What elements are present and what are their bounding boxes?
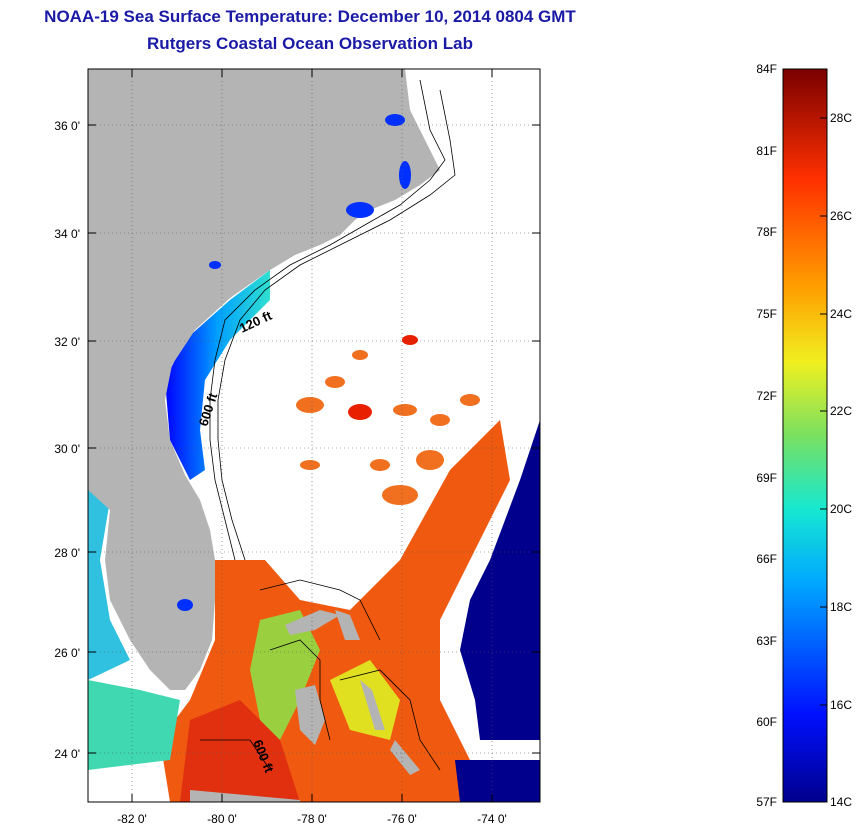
warm-patches — [296, 335, 480, 505]
colorbar-label-26c: 26C — [830, 209, 852, 223]
colorbar-label-60f: 60F — [756, 715, 777, 729]
florida-west-coast-water — [88, 490, 130, 680]
colorbar-label-24c: 24C — [830, 307, 852, 321]
map-panel: 120 ft 600 ft 600 ft — [88, 69, 540, 802]
lat-label-24: 24 0' — [54, 747, 80, 761]
colorbar-ticks — [820, 117, 827, 706]
latitude-labels: 36 0' 34 0' 32 0' 30 0' 28 0' 26 0' 24 0… — [54, 119, 80, 761]
map-subtitle: Rutgers Coastal Ocean Observation Lab — [147, 34, 473, 53]
colorbar-label-57f: 57F — [756, 795, 777, 809]
colorbar-label-20c: 20C — [830, 502, 852, 516]
colorbar-label-78f: 78F — [756, 225, 777, 239]
map-frame — [87, 68, 541, 803]
bank-water-yellow — [330, 660, 400, 740]
longitude-labels: -82 0' -80 0' -78 0' -76 0' -74 0' — [117, 812, 507, 826]
coastal-cold-band — [165, 270, 270, 480]
lat-label-32: 32 0' — [54, 335, 80, 349]
lon-label-80: -80 0' — [207, 812, 237, 826]
cuba-land — [190, 790, 300, 802]
colorbar-label-14c: 14C — [830, 795, 852, 809]
colorbar-label-28c: 28C — [830, 111, 852, 125]
us-land — [88, 69, 440, 690]
cold-ocean-south — [455, 760, 540, 802]
exuma-island — [390, 740, 420, 775]
colorbar-label-16c: 16C — [830, 698, 852, 712]
colorbar — [782, 68, 828, 803]
lat-label-34: 34 0' — [54, 227, 80, 241]
colorbar-label-63f: 63F — [756, 634, 777, 648]
lon-label-78: -78 0' — [297, 812, 327, 826]
map-ticks — [88, 69, 540, 802]
eleuthera-island — [360, 680, 385, 730]
colorbar-f-labels: 84F 81F 78F 75F 72F 69F 66F 63F 60F 57F — [756, 62, 777, 809]
lon-label-76: -76 0' — [387, 812, 417, 826]
lat-label-28: 28 0' — [54, 546, 80, 560]
andros-island — [295, 685, 325, 745]
grand-bahama-island — [285, 610, 340, 635]
lat-label-26: 26 0' — [54, 646, 80, 660]
gulf-stream-warm-water — [160, 420, 510, 802]
colorbar-label-22c: 22C — [830, 404, 852, 418]
bathymetry-contours — [200, 79, 456, 771]
abaco-island — [335, 610, 360, 640]
colorbar-label-18c: 18C — [830, 600, 852, 614]
colorbar-label-75f: 75F — [756, 307, 777, 321]
cold-ocean — [460, 420, 540, 740]
colorbar-label-84f: 84F — [756, 62, 777, 76]
graticule — [88, 69, 540, 802]
lat-label-36: 36 0' — [54, 119, 80, 133]
map-title: NOAA-19 Sea Surface Temperature: Decembe… — [44, 7, 576, 26]
lon-label-74: -74 0' — [477, 812, 507, 826]
colorbar-label-72f: 72F — [756, 389, 777, 403]
colorbar-label-69f: 69F — [756, 471, 777, 485]
colorbar-label-66f: 66F — [756, 552, 777, 566]
colorbar-c-labels: 28C 26C 24C 22C 20C 18C 16C 14C — [830, 111, 852, 809]
florida-bay-water — [88, 680, 180, 770]
lon-label-82: -82 0' — [117, 812, 147, 826]
warm-water-core — [180, 700, 300, 802]
colorbar-label-81f: 81F — [756, 144, 777, 158]
inland-water — [177, 114, 411, 611]
lat-label-30: 30 0' — [54, 442, 80, 456]
